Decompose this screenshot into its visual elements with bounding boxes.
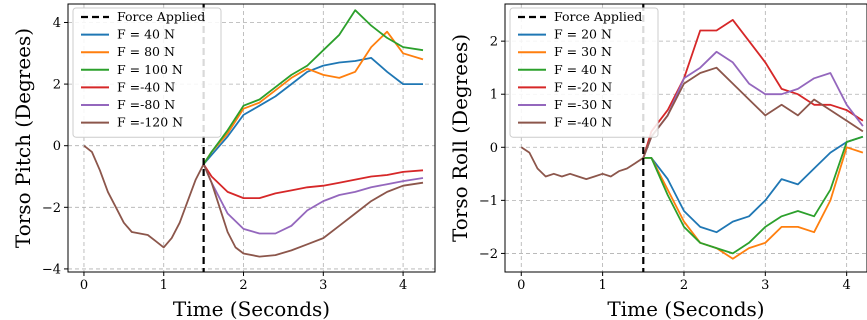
series-line-1: [202, 30, 424, 165]
x-tick-label: 2: [239, 278, 247, 293]
x-axis-label: Time (Seconds): [173, 297, 330, 320]
x-tick-label: 4: [843, 278, 851, 293]
x-tick-label: 3: [319, 278, 327, 293]
legend-label: F =-120 N: [117, 115, 183, 130]
legend-label: F = 30 N: [554, 44, 612, 59]
legend-label: F = 40 N: [554, 62, 612, 77]
x-tick-label: 2: [680, 278, 688, 293]
series-line-5: [83, 144, 424, 258]
legend-box: [509, 7, 659, 138]
legend-label: Force Applied: [117, 9, 205, 24]
series-line-2: [202, 9, 424, 165]
legend-box: [72, 7, 222, 138]
y-tick-label: 2: [490, 35, 498, 50]
legend-label: F =-20 N: [554, 79, 612, 94]
legend-label: F =-40 N: [117, 79, 175, 94]
roll-chart: 0 1 2 3 4 −2 −1 0 1 2 Force Applied F = 20 N F = 30 …: [448, 3, 867, 320]
y-tick-label: 0: [490, 141, 498, 156]
x-tick-label: 1: [598, 278, 606, 293]
series-line-3: [642, 19, 864, 159]
legend-label: Force Applied: [554, 9, 642, 24]
pitch-chart: 0 1 2 3 4 −4 −2 0 2 4 Force Applied F = 40 N F = 80 …: [11, 3, 436, 320]
plot-frame: [504, 3, 867, 273]
y-tick-label: −1: [479, 194, 498, 209]
y-tick-label: −4: [42, 262, 61, 277]
series-line-2: [643, 135, 864, 255]
x-tick-label: 0: [517, 278, 525, 293]
legend-label: F = 100 N: [117, 62, 183, 77]
x-axis-label: Time (Seconds): [607, 297, 764, 320]
plot-frame: [67, 3, 436, 273]
legend-label: F =-30 N: [554, 97, 612, 112]
legend-label: F = 20 N: [554, 27, 612, 42]
x-tick-label: 0: [80, 278, 88, 293]
y-axis-label: Torso Roll (Degrees): [448, 34, 472, 242]
y-tick-label: −2: [42, 201, 61, 216]
legend-label: F = 80 N: [117, 44, 175, 59]
x-tick-label: 4: [399, 278, 407, 293]
legend-label: F = 40 N: [117, 27, 175, 42]
series-line-0: [202, 57, 423, 165]
y-tick-label: 0: [53, 139, 61, 154]
y-axis-label: Torso Pitch (Degrees): [11, 28, 35, 248]
y-tick-label: 2: [53, 78, 61, 93]
series-line-3: [202, 163, 424, 199]
legend-label: F =-40 N: [554, 115, 612, 130]
series-line-5: [520, 66, 864, 180]
y-tick-label: 1: [490, 88, 498, 103]
legend-label: F =-80 N: [117, 97, 175, 112]
series-line-1: [643, 146, 864, 260]
series-line-0: [643, 135, 864, 234]
series-line-4: [202, 163, 424, 235]
x-tick-label: 3: [761, 278, 769, 293]
y-tick-label: 4: [53, 16, 61, 31]
y-tick-label: −2: [479, 247, 498, 262]
x-tick-label: 1: [160, 278, 168, 293]
